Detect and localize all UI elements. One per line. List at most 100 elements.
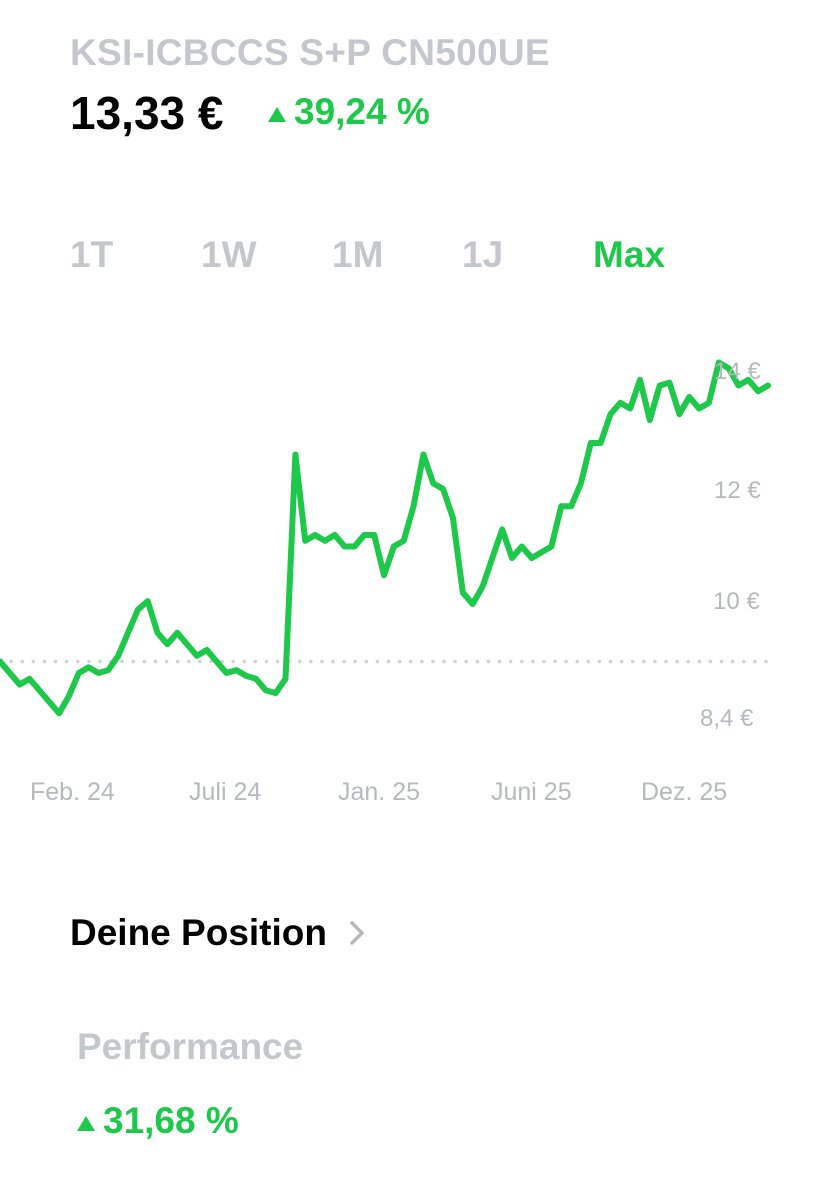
data-point: [647, 417, 653, 423]
data-point: [253, 676, 259, 682]
data-point: [480, 584, 486, 590]
triangle-up-icon: [268, 106, 286, 122]
tab-1j[interactable]: 1J: [462, 234, 504, 275]
data-point: [322, 538, 328, 544]
data-point: [56, 710, 62, 716]
price-line: [0, 359, 771, 717]
data-point: [27, 676, 33, 682]
data-point: [676, 411, 682, 417]
data-point: [450, 515, 456, 521]
tab-max[interactable]: Max: [593, 234, 665, 275]
data-point: [765, 383, 771, 389]
data-point: [125, 630, 131, 636]
data-point: [204, 647, 210, 653]
data-point: [539, 549, 545, 555]
data-point: [627, 406, 633, 412]
data-point: [430, 480, 436, 486]
data-point: [273, 690, 279, 696]
data-point: [135, 607, 141, 613]
data-point: [519, 544, 525, 550]
data-point: [224, 670, 230, 676]
data-point: [686, 394, 692, 400]
data-point: [361, 532, 367, 538]
tab-1t[interactable]: 1T: [70, 234, 114, 275]
data-point: [46, 699, 52, 705]
current-price: 13,33 €: [70, 87, 224, 139]
data-point: [548, 544, 554, 550]
data-point: [588, 440, 594, 446]
chevron-right-icon: [350, 921, 364, 945]
data-point: [401, 538, 407, 544]
data-point: [706, 400, 712, 406]
position-link[interactable]: Deine Position: [70, 912, 365, 954]
data-point: [440, 486, 446, 492]
data-point: [105, 667, 111, 673]
data-point: [342, 544, 348, 550]
data-point: [657, 383, 663, 389]
triangle-up-icon: [77, 1115, 95, 1131]
data-point: [233, 667, 239, 673]
data-point: [617, 400, 623, 406]
y-tick-label: 10 €: [713, 588, 760, 615]
data-point: [145, 598, 151, 604]
data-point: [243, 673, 249, 679]
data-point: [499, 526, 505, 532]
data-point: [470, 601, 476, 607]
performance-value-text: 31,68 %: [103, 1100, 239, 1141]
data-point: [86, 664, 92, 670]
data-point: [598, 440, 604, 446]
data-point: [568, 503, 574, 509]
data-point: [332, 532, 338, 538]
data-point: [489, 555, 495, 561]
y-tick-label: 8,4 €: [700, 705, 754, 732]
x-tick-label: Feb. 24: [30, 778, 115, 806]
y-tick-label: 14 €: [714, 358, 761, 385]
data-point: [96, 670, 102, 676]
data-point: [155, 630, 161, 636]
data-point: [164, 641, 170, 647]
data-point: [184, 641, 190, 647]
data-point: [36, 687, 42, 693]
performance-label: Performance: [77, 1026, 304, 1067]
performance-value: 31,68 %: [77, 1100, 239, 1142]
data-point: [420, 452, 426, 458]
data-point: [460, 590, 466, 596]
data-point: [637, 377, 643, 383]
data-point: [381, 572, 387, 578]
data-point: [263, 687, 269, 693]
y-tick-label: 12 €: [714, 477, 761, 504]
data-point: [578, 480, 584, 486]
data-point: [529, 555, 535, 561]
x-tick-label: Jan. 25: [338, 778, 421, 806]
data-point: [755, 388, 761, 394]
data-point: [667, 380, 673, 386]
data-point: [66, 693, 72, 699]
data-point: [174, 630, 180, 636]
data-point: [7, 670, 13, 676]
price-change: 39,24 %: [268, 91, 430, 133]
data-point: [283, 676, 289, 682]
instrument-name: KSI-ICBCCS S+P CN500UE: [70, 32, 550, 73]
data-point: [608, 411, 614, 417]
x-tick-label: Dez. 25: [641, 778, 728, 806]
data-point: [76, 670, 82, 676]
position-title: Deine Position: [70, 912, 327, 953]
data-point: [302, 538, 308, 544]
data-point: [115, 653, 121, 659]
price-chart[interactable]: [0, 0, 835, 820]
tab-1w[interactable]: 1W: [201, 234, 257, 275]
data-point: [391, 544, 397, 550]
data-point: [214, 659, 220, 665]
data-point: [371, 532, 377, 538]
data-point: [411, 503, 417, 509]
data-point: [292, 452, 298, 458]
data-point: [352, 544, 358, 550]
data-point: [558, 503, 564, 509]
tab-1m[interactable]: 1M: [332, 234, 384, 275]
x-tick-label: Juli 24: [189, 778, 262, 806]
x-tick-label: Juni 25: [491, 778, 572, 806]
data-point: [194, 653, 200, 659]
data-point: [17, 682, 23, 688]
price-change-value: 39,24 %: [294, 91, 430, 132]
